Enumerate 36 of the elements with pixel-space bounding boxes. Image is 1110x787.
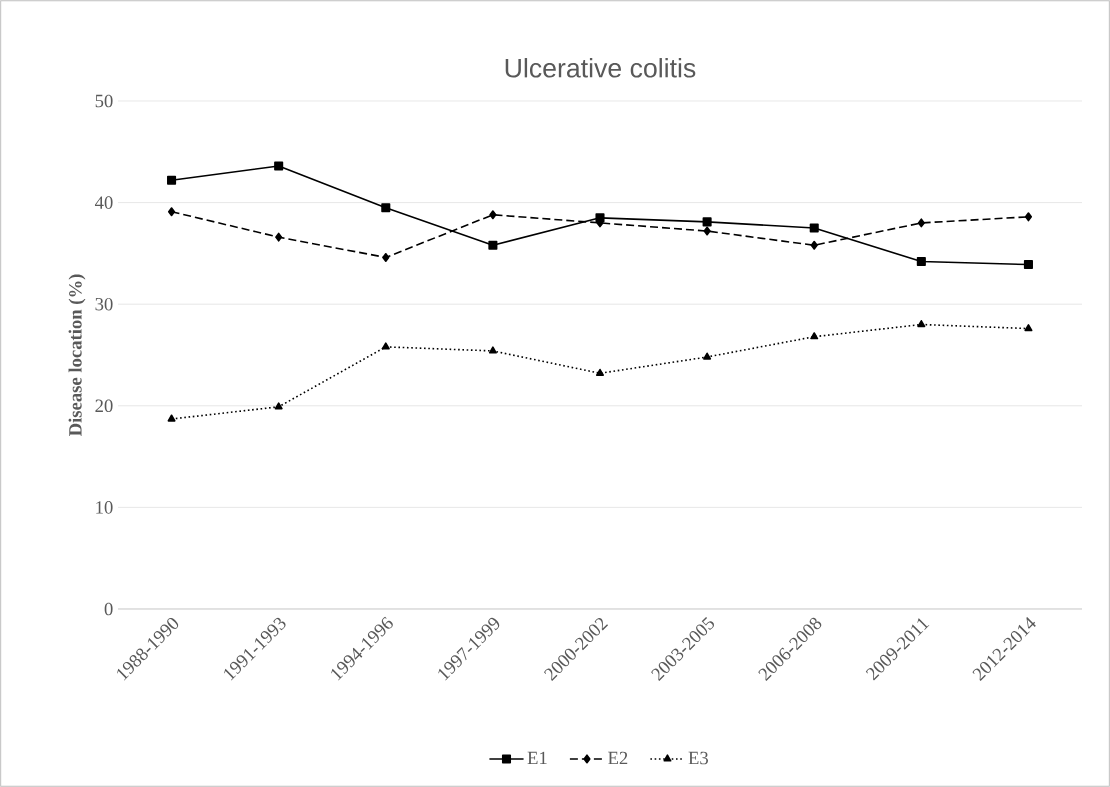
- point: [167, 207, 176, 217]
- point: [1023, 260, 1033, 270]
- point: [381, 342, 390, 350]
- point: [167, 414, 176, 422]
- point: [917, 218, 925, 228]
- point: [702, 217, 712, 227]
- point: [382, 252, 390, 262]
- legend-label: E1: [527, 751, 547, 765]
- point: [1024, 324, 1033, 332]
- point: [488, 346, 497, 354]
- point: [1024, 212, 1033, 222]
- point: [917, 319, 926, 328]
- point: [274, 161, 284, 171]
- y-tick-label: 20: [95, 399, 113, 413]
- y-tick-label: 10: [96, 501, 113, 514]
- y-tick-label: 50: [95, 94, 113, 108]
- y-tick-label: 40: [94, 196, 113, 209]
- point: [489, 210, 497, 220]
- point: [275, 232, 283, 242]
- point: [488, 240, 498, 250]
- point: [595, 368, 605, 376]
- y-tick-label: 30: [95, 297, 113, 311]
- point: [810, 332, 819, 340]
- point: [274, 402, 283, 410]
- legend-label: E3: [688, 751, 709, 765]
- point: [167, 175, 177, 185]
- point: [381, 203, 391, 213]
- point: [810, 240, 818, 250]
- point: [703, 226, 711, 236]
- point: [916, 256, 926, 267]
- point: [703, 352, 712, 360]
- y-tick-label: 0: [104, 602, 113, 616]
- chart-title: Ulcerative colitis: [505, 58, 696, 78]
- y-axis-title: Disease location (%): [68, 274, 86, 437]
- legend-label: E2: [608, 751, 628, 765]
- point: [809, 223, 819, 233]
